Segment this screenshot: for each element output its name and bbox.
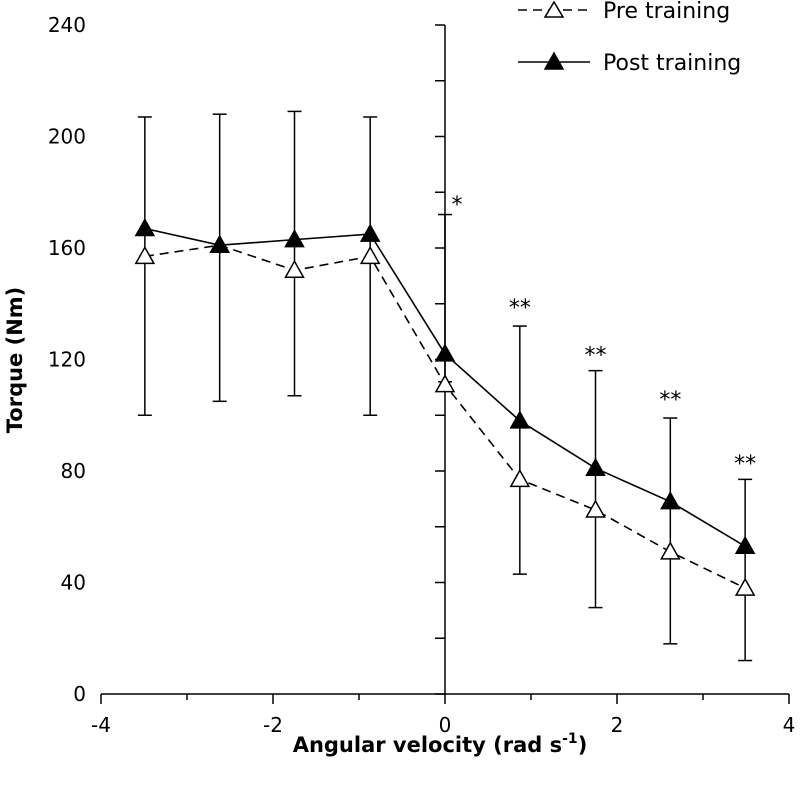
y-tick-label: 120 — [48, 348, 86, 372]
data-point-series-0 — [434, 374, 456, 393]
data-point-series-0 — [134, 245, 156, 265]
data-point-series-1 — [209, 234, 230, 253]
y-tick-label: 200 — [48, 125, 86, 149]
y-tick-label: 0 — [73, 682, 86, 706]
data-point-series-0 — [509, 468, 531, 488]
legend-marker-post — [543, 51, 565, 70]
x-axis-title-superscript: -1 — [562, 731, 578, 747]
significance-marker: ** — [509, 296, 531, 321]
legend-marker-pre — [543, 0, 565, 18]
legend-label-post: Post training — [603, 51, 741, 76]
legend-label-pre: Pre training — [603, 0, 730, 24]
x-tick-label: -2 — [263, 713, 283, 737]
data-point-series-1 — [734, 535, 756, 555]
data-point-series-1 — [284, 229, 305, 248]
data-point-series-1 — [359, 223, 381, 242]
x-axis-title: Angular velocity (rad s-1) — [293, 731, 588, 757]
x-tick-label: -4 — [91, 713, 111, 737]
data-point-series-0 — [585, 499, 606, 518]
x-tick-label: 4 — [783, 713, 796, 737]
y-tick-label: 160 — [48, 236, 86, 260]
x-tick-label: 0 — [439, 713, 452, 737]
data-point-series-1 — [509, 410, 531, 429]
data-point-series-0 — [660, 541, 681, 560]
x-tick-label: 2 — [611, 713, 624, 737]
significance-marker: ** — [585, 343, 607, 368]
significance-marker: ** — [659, 388, 681, 413]
y-tick-label: 240 — [48, 13, 86, 37]
data-point-series-0 — [359, 245, 381, 265]
data-point-series-1 — [134, 217, 156, 237]
y-axis-title: Torque (Nm) — [3, 287, 27, 434]
y-tick-label: 80 — [61, 459, 86, 483]
data-point-series-0 — [284, 259, 305, 279]
data-point-series-1 — [660, 491, 681, 510]
data-point-series-0 — [734, 577, 756, 596]
x-axis-title-close: ) — [578, 733, 588, 757]
significance-marker: ** — [734, 452, 756, 477]
data-point-series-1 — [585, 457, 606, 476]
series-lines — [134, 217, 756, 596]
x-axis-title-main: Angular velocity (rad s — [293, 733, 562, 757]
data-point-series-1 — [434, 343, 456, 362]
y-tick-label: 40 — [61, 571, 86, 595]
significance-annotations: ********* — [452, 193, 757, 477]
legend: Pre training Post training — [518, 0, 741, 76]
significance-marker: * — [452, 193, 463, 218]
